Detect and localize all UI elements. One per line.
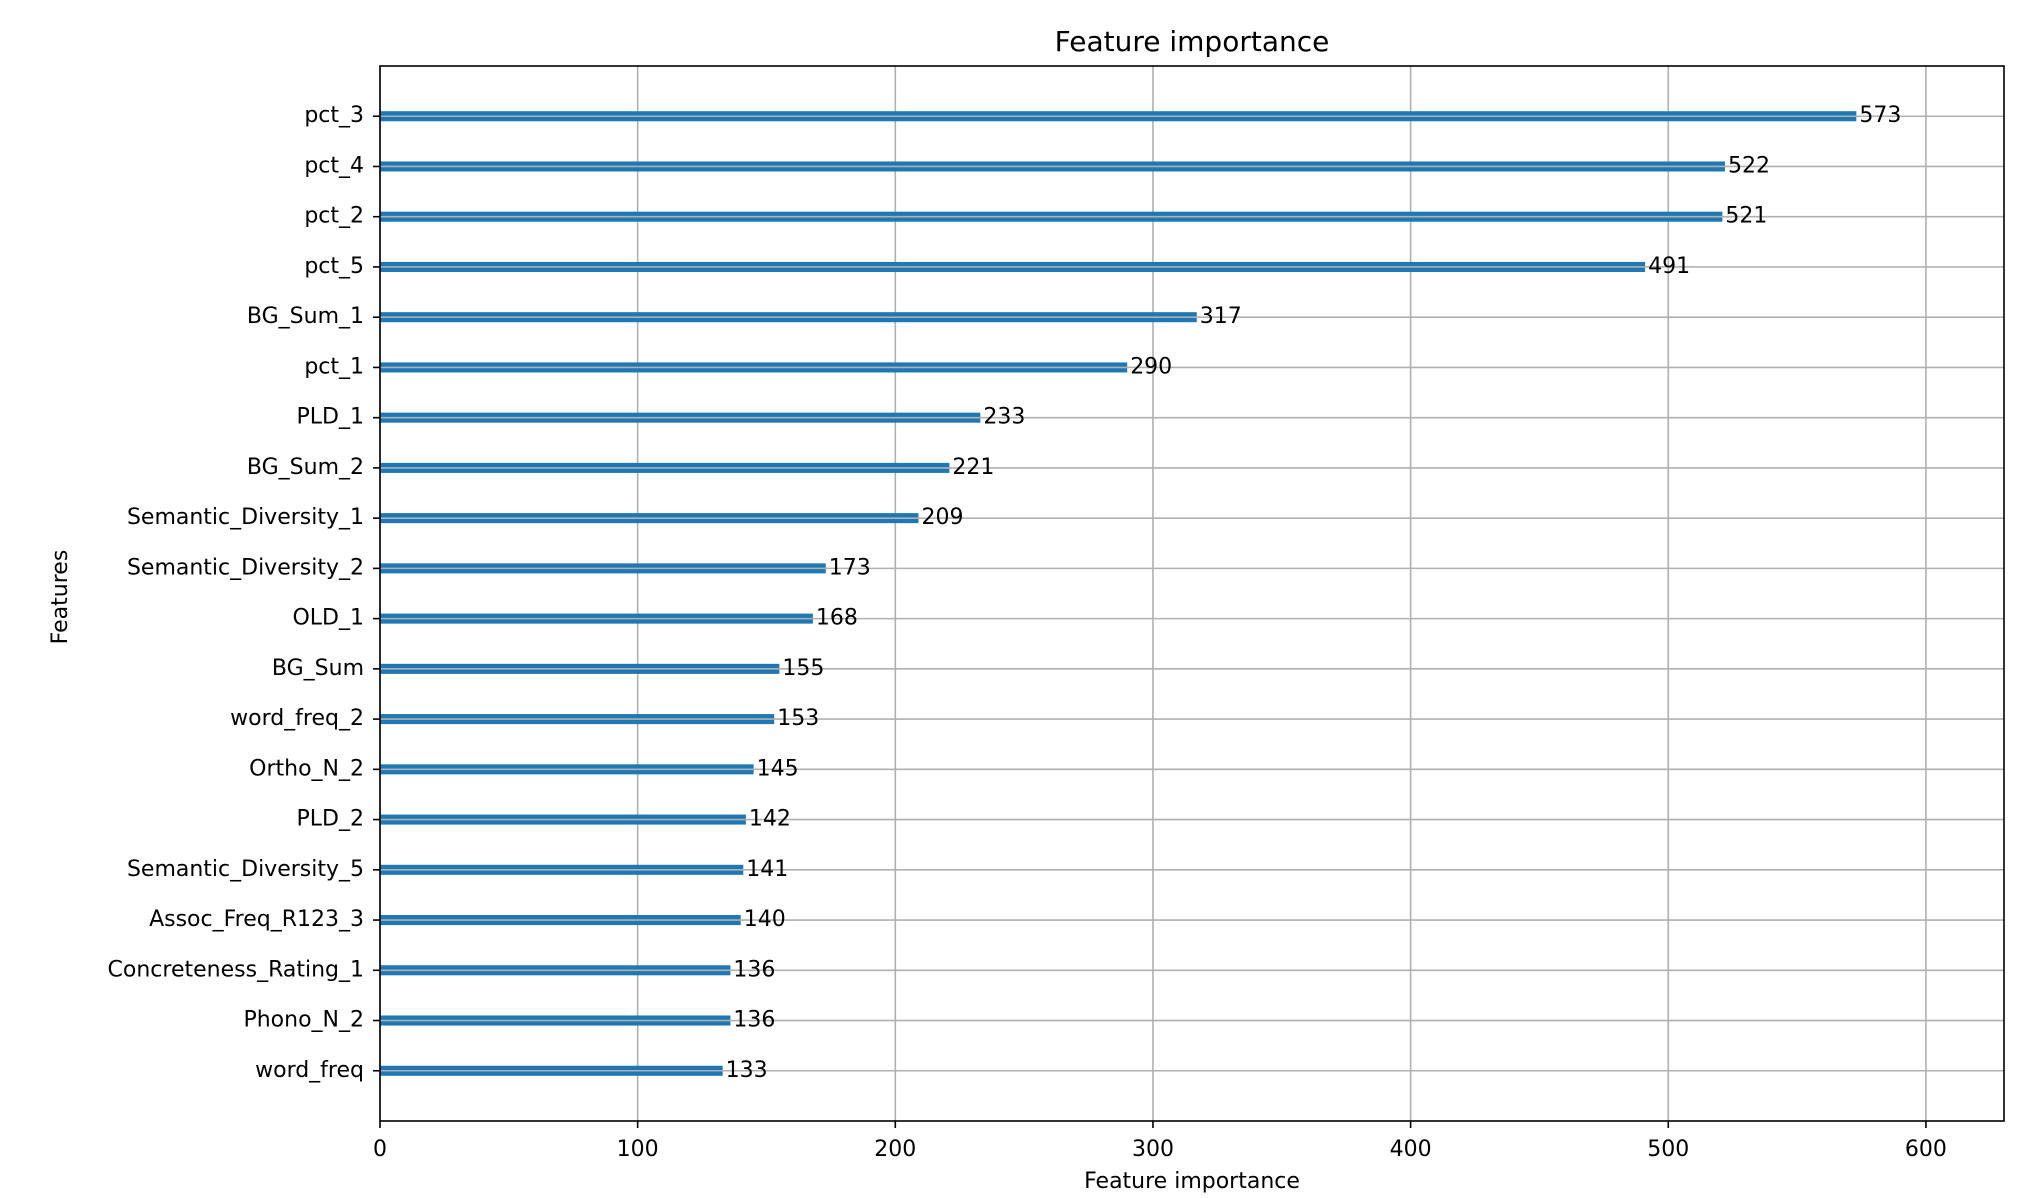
y-tick-label: Semantic_Diversity_1 [127, 505, 364, 530]
y-tick-label: Phono_N_2 [243, 1008, 364, 1033]
value-label: 168 [816, 606, 858, 631]
value-label: 155 [782, 656, 824, 681]
value-label: 233 [983, 405, 1025, 430]
y-tick-label: word_freq_2 [230, 706, 364, 731]
chart-title: Feature importance [1055, 25, 1330, 58]
value-label: 221 [952, 455, 994, 480]
value-label: 491 [1648, 254, 1690, 279]
value-label: 140 [744, 907, 786, 932]
y-tick-label: pct_5 [304, 254, 364, 279]
value-label: 521 [1725, 204, 1767, 229]
value-label: 573 [1859, 103, 1901, 128]
y-tick-label: BG_Sum [272, 656, 364, 681]
x-tick-label: 100 [617, 1137, 659, 1162]
value-label: 173 [829, 555, 871, 580]
y-tick-label: BG_Sum_2 [247, 455, 364, 480]
y-tick-label: PLD_2 [297, 807, 364, 832]
y-tick-label: pct_2 [304, 204, 364, 229]
value-label: 522 [1728, 153, 1770, 178]
value-label: 136 [733, 1008, 775, 1033]
x-axis-label: Feature importance [1084, 1169, 1300, 1194]
plot-frame [379, 65, 2005, 1122]
value-label: 153 [777, 706, 819, 731]
x-tick-label: 200 [874, 1137, 916, 1162]
x-tick-label: 0 [373, 1137, 387, 1162]
y-tick-label: Semantic_Diversity_5 [127, 857, 364, 882]
value-label: 317 [1200, 304, 1242, 329]
y-tick-label: Concreteness_Rating_1 [108, 957, 364, 982]
y-tick-label: word_freq [255, 1058, 364, 1083]
x-tick-label: 400 [1390, 1137, 1432, 1162]
value-label: 142 [749, 807, 791, 832]
value-label: 133 [726, 1058, 768, 1083]
x-tick-label: 500 [1647, 1137, 1689, 1162]
value-label: 145 [757, 756, 799, 781]
y-axis-label: Features [48, 550, 73, 645]
x-tick-label: 600 [1905, 1137, 1947, 1162]
y-tick-label: Ortho_N_2 [249, 756, 364, 781]
y-tick-label: Assoc_Freq_R123_3 [149, 907, 364, 932]
y-tick-label: pct_3 [304, 103, 364, 128]
y-tick-label: PLD_1 [297, 405, 364, 430]
y-tick-label: Semantic_Diversity_2 [127, 555, 364, 580]
y-tick-label: pct_1 [304, 354, 364, 379]
x-tick-label: 300 [1132, 1137, 1174, 1162]
value-label: 136 [733, 957, 775, 982]
value-label: 209 [921, 505, 963, 530]
y-tick-label: BG_Sum_1 [247, 304, 364, 329]
value-label: 141 [746, 857, 788, 882]
y-tick-label: OLD_1 [292, 606, 364, 631]
y-tick-label: pct_4 [304, 153, 364, 178]
value-label: 290 [1130, 354, 1172, 379]
